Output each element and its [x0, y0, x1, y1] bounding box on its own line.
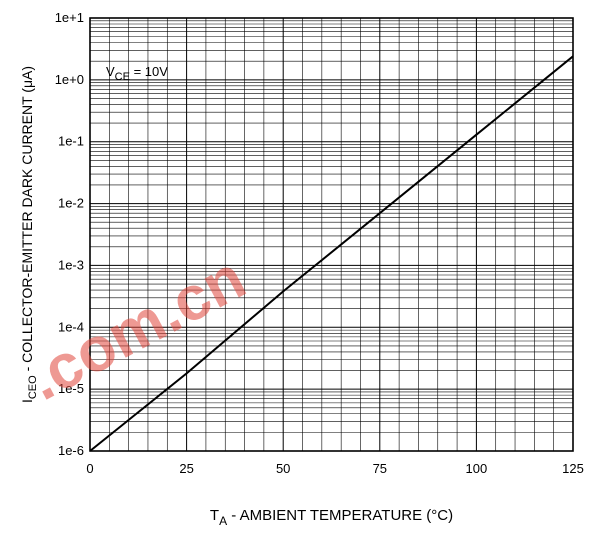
series-group	[89, 55, 574, 452]
x-tick-label: 50	[276, 461, 290, 476]
x-tick-label: 75	[373, 461, 387, 476]
y-tick-label: 1e-1	[58, 134, 84, 149]
y-axis-label: ICEO - COLLECTOR-EMITTER DARK CURRENT (μ…	[19, 66, 39, 403]
x-tick-label: 25	[179, 461, 193, 476]
y-axis-ticks: 1e-6 1e-5 1e-4 1e-3 1e-2 1e-1 1e+0 1e+1	[55, 10, 84, 458]
grid	[89, 18, 574, 452]
y-tick-label: 1e-3	[58, 257, 84, 272]
x-tick-label: 100	[466, 461, 488, 476]
y-tick-label: 1e-6	[58, 443, 84, 458]
y-tick-label: 1e+0	[55, 72, 84, 87]
vce-annotation: VCE = 10V	[106, 64, 168, 83]
plot-frame	[89, 17, 574, 452]
x-tick-label: 125	[562, 461, 584, 476]
y-tick-label: 1e+1	[55, 10, 84, 25]
y-tick-label: 1e-4	[58, 319, 84, 334]
y-tick-label: 1e-5	[58, 381, 84, 396]
series-line	[89, 55, 574, 452]
x-tick-label: 0	[86, 461, 93, 476]
x-axis-ticks: 0 25 50 75 100 125	[86, 461, 583, 476]
x-axis-label: TA - AMBIENT TEMPERATURE (°C)	[210, 507, 453, 528]
y-tick-label: 1e-2	[58, 196, 84, 211]
